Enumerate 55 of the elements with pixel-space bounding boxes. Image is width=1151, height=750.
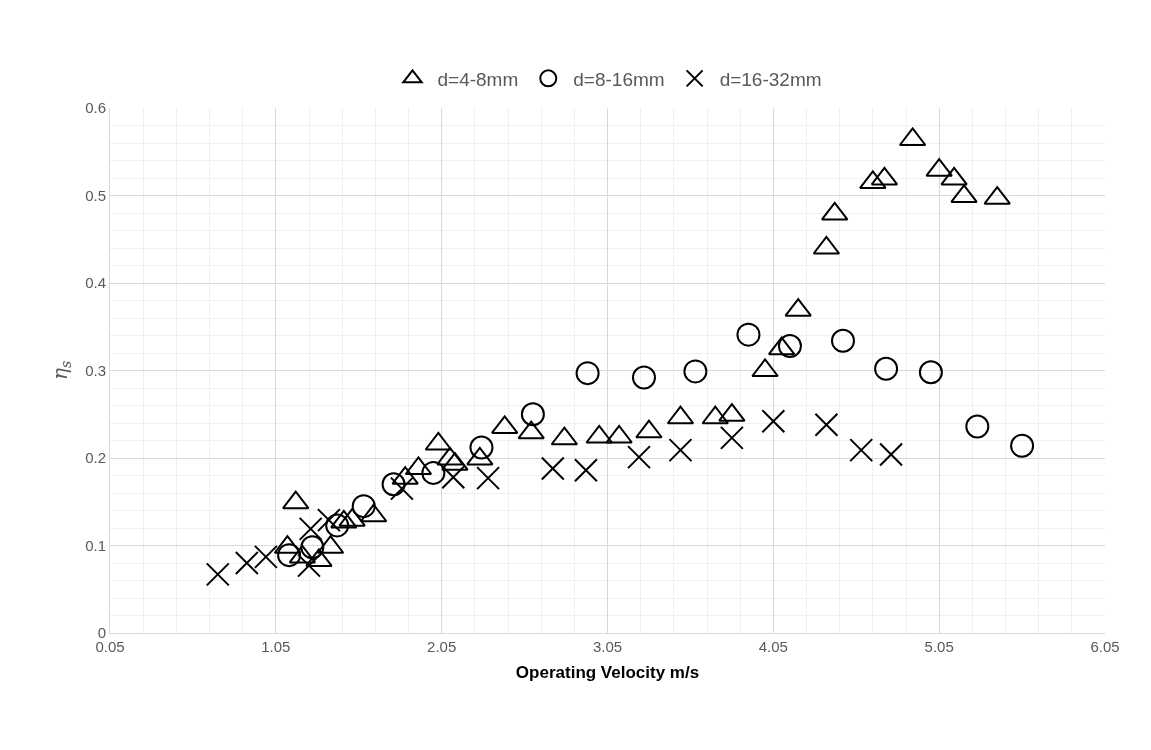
point <box>325 513 350 538</box>
point <box>300 535 325 560</box>
x-tick-label: 5.05 <box>924 638 954 655</box>
point <box>761 409 786 434</box>
point <box>736 322 761 347</box>
x-tick-label: 4.05 <box>758 638 788 655</box>
point <box>421 460 446 485</box>
point <box>277 543 302 568</box>
point <box>389 476 414 501</box>
point <box>918 360 943 385</box>
point <box>517 420 545 440</box>
point <box>441 465 466 490</box>
point <box>631 365 656 390</box>
point <box>476 466 501 491</box>
point <box>965 414 990 439</box>
point <box>668 438 693 463</box>
x-tick-label: 6.05 <box>1090 638 1120 655</box>
point <box>540 456 565 481</box>
point <box>777 334 802 358</box>
point <box>381 472 406 497</box>
point <box>575 361 600 386</box>
legend-label: d=4-8mm <box>437 68 519 90</box>
point <box>205 562 230 587</box>
x-axis-title: Operating Velocity m/s <box>515 663 700 683</box>
point <box>627 445 652 470</box>
x-tick-label: 3.05 <box>592 638 623 655</box>
point <box>683 359 708 384</box>
point <box>719 425 744 450</box>
point <box>1010 433 1035 458</box>
y-tick-label: 0.4 <box>85 274 106 292</box>
point <box>830 328 855 353</box>
x-tick-label: 2.05 <box>427 638 457 655</box>
point <box>253 544 278 569</box>
point <box>849 438 874 463</box>
y-tick-label: 0.1 <box>85 536 106 554</box>
point <box>701 405 729 425</box>
point <box>297 553 321 578</box>
point <box>234 551 259 575</box>
point <box>573 458 598 483</box>
point <box>520 402 545 427</box>
point <box>351 494 376 519</box>
point <box>298 516 323 541</box>
point <box>874 356 899 381</box>
legend-label: d=16-32mm <box>719 68 822 90</box>
y-tick-label: 0.2 <box>85 449 106 467</box>
point <box>814 412 839 437</box>
y-tick-label: 0.3 <box>85 361 106 379</box>
x-tick-label: 1.05 <box>261 638 291 655</box>
y-tick-label: 0.5 <box>85 186 106 204</box>
legend-label: d=8-16mm <box>573 68 665 90</box>
point <box>940 166 968 186</box>
point <box>469 435 494 460</box>
point <box>316 508 341 533</box>
point <box>879 442 904 467</box>
y-tick-label: 0.6 <box>85 99 106 117</box>
